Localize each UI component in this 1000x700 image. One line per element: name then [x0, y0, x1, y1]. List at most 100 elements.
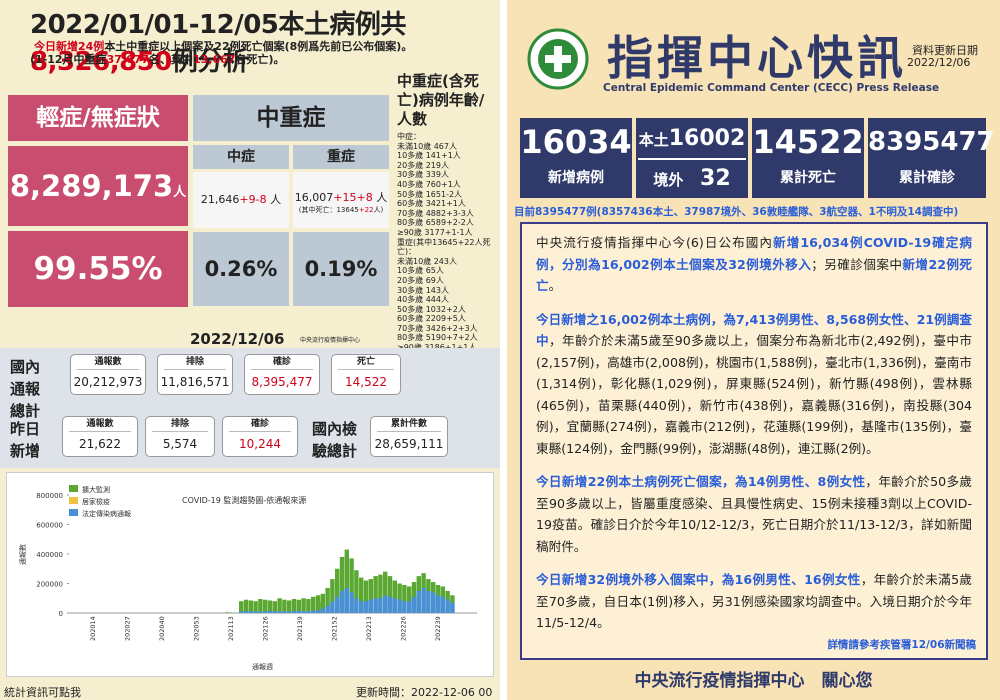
- x-tick-label: 202014: [89, 616, 97, 641]
- bar-expanded-surveillance: [239, 601, 244, 613]
- x-tick-label: 202027: [124, 616, 132, 641]
- mild-count: 8,289,173人: [8, 146, 188, 226]
- bar-expanded-surveillance: [407, 586, 412, 613]
- bar-notifiable-report: [263, 611, 268, 613]
- bar-expanded-surveillance: [368, 579, 373, 613]
- bar-notifiable-report: [359, 601, 364, 613]
- age-severe-title: 重症(其中13645+22人死亡)：: [397, 237, 491, 257]
- update-label: 資料更新日期: [912, 44, 978, 57]
- bar-notifiable-report: [258, 611, 263, 613]
- deaths-box: 14522 累計死亡: [752, 118, 864, 198]
- bar-expanded-surveillance: [330, 579, 335, 613]
- age-row: 70多歲 4882+3-3人: [397, 208, 474, 218]
- bar-early: [226, 611, 228, 613]
- age-severe-list: 未滿10歲 243人 10多歲 65人 20多歲 69人 30多歲 143人 40多歲 …: [397, 257, 497, 353]
- left-title: 2022/01/01-12/05本土病例共8,326,850例分析: [30, 10, 406, 77]
- bar-notifiable-report: [296, 610, 301, 613]
- bar-notifiable-report: [339, 590, 345, 613]
- bar-expanded-surveillance: [277, 598, 282, 613]
- bar-notifiable-report: [426, 590, 431, 613]
- bar-expanded-surveillance: [296, 599, 301, 613]
- bar-expanded-surveillance: [272, 601, 277, 613]
- bar-notifiable-report: [239, 611, 244, 613]
- y-tick-label: 0: [59, 610, 63, 618]
- age-row: 30多歲 339人: [397, 170, 449, 180]
- bar-notifiable-report: [306, 611, 311, 613]
- severe-header: 中重症: [193, 95, 389, 141]
- bar-expanded-surveillance: [258, 598, 263, 613]
- age-row: 20多歲 69人: [397, 275, 444, 285]
- domestic-total-label: 國內通報總計: [10, 358, 41, 420]
- legend-label: 居家檢疫: [82, 497, 110, 506]
- left-subtitle-2: (1-12月中重症37,677名、其中13,667名死亡)。: [30, 53, 285, 66]
- bar-expanded-surveillance: [335, 568, 340, 613]
- bar-notifiable-report: [349, 592, 354, 613]
- age-row: 80多歲 5190+7+2人: [397, 333, 478, 343]
- bar-notifiable-report: [301, 611, 306, 613]
- press-note[interactable]: 詳情請參考疾管署12/06新聞稿: [827, 639, 976, 651]
- bar-notifiable-report: [363, 601, 369, 613]
- press-body: 中央流行疫情指揮中心今(6)日公布國內新增16,034例COVID-19確定病例…: [520, 222, 988, 660]
- age-row: 20多歲 219人: [397, 160, 449, 170]
- bar-expanded-surveillance: [320, 593, 325, 613]
- age-row: 50多歲 1651-2人: [397, 189, 463, 199]
- yesterday-confirmed-box: 確診 10,244: [222, 416, 298, 457]
- bar-notifiable-report: [272, 611, 277, 613]
- bar-expanded-surveillance: [359, 577, 364, 613]
- bar-notifiable-report: [378, 598, 383, 613]
- bar-expanded-surveillance: [311, 596, 316, 613]
- bar-expanded-surveillance: [291, 598, 297, 613]
- age-row: 40多歲 760+1人: [397, 179, 461, 189]
- bar-notifiable-report: [315, 610, 321, 613]
- stats-panel: 國內通報總計 通報數 20,212,973 排除 11,816,571 確診 8,39…: [0, 348, 500, 468]
- bar-expanded-surveillance: [282, 599, 287, 613]
- x-tick-label: 202126: [262, 616, 270, 641]
- bar-expanded-surveillance: [339, 556, 345, 613]
- left-center-name: 中央流行疫情指揮中心: [300, 337, 361, 344]
- bar-notifiable-report: [411, 596, 417, 613]
- bar-notifiable-report: [450, 602, 455, 613]
- bar-expanded-surveillance: [383, 571, 388, 613]
- bar-notifiable-report: [282, 611, 287, 613]
- yesterday-label: 昨日新增: [10, 420, 41, 460]
- bar-early: [227, 612, 229, 613]
- age-row: 10多歲 65人: [397, 266, 444, 276]
- death-total-box: 死亡 14,522: [331, 354, 401, 395]
- test-total-box: 累計件數 28,659,111: [370, 416, 448, 457]
- yesterday-excluded-box: 排除 5,574: [145, 416, 215, 457]
- legend-label: 法定傳染病通報: [82, 509, 131, 518]
- y-tick-label: 200000: [36, 581, 63, 589]
- bar-expanded-surveillance: [402, 584, 407, 613]
- age-row: 未滿10歲 243人: [397, 256, 457, 266]
- bar-expanded-surveillance: [349, 558, 354, 613]
- paragraph-2: 今日新增之16,002例本土病例，為7,413例男性、8,568例女性、21例調…: [536, 311, 972, 456]
- bar-expanded-surveillance: [378, 574, 383, 613]
- bar-expanded-surveillance: [315, 595, 321, 613]
- moderate-count: 21,646+9-8 人: [193, 172, 289, 228]
- bar-notifiable-report: [291, 611, 297, 613]
- paragraph-3: 今日新增22例本土病例死亡個案，為14例男性、8例女性，年齡介於50多歲至90多…: [536, 474, 972, 554]
- bar-notifiable-report: [445, 599, 450, 613]
- mild-header: 輕症/無症狀: [8, 95, 188, 141]
- cecc-logo-icon: [527, 28, 589, 90]
- bar-expanded-surveillance: [248, 600, 253, 613]
- bar-notifiable-report: [416, 590, 421, 613]
- bar-notifiable-report: [325, 605, 330, 613]
- y-tick-label: 800000: [36, 492, 63, 500]
- legend-label: 擴大監測: [82, 485, 110, 494]
- update-time: 更新時間：2022-12-06 00: [356, 686, 493, 699]
- confirmed-total-box: 確診 8,395,477: [244, 354, 320, 395]
- bar-notifiable-report: [392, 598, 397, 613]
- surveillance-chart: COVID-19 監測趨勢圖-依通報來源 擴大監測 居家檢疫 法定傳染病通報 80000…: [6, 472, 494, 677]
- x-tick-label: 202040: [158, 616, 166, 641]
- x-tick-label: 202053: [193, 616, 201, 641]
- bar-expanded-surveillance: [363, 580, 369, 613]
- stats-link[interactable]: 統計資訊可點我: [4, 686, 81, 699]
- age-row: 70多歲 3426+2+3人: [397, 323, 478, 333]
- report-total-box: 通報數 20,212,973: [70, 354, 146, 395]
- age-moderate-title: 中症：: [397, 132, 421, 141]
- bar-expanded-surveillance: [354, 570, 359, 613]
- bar-notifiable-report: [267, 610, 273, 613]
- critical-count: 16,007+15+8 人 (其中死亡：13645+22人): [293, 172, 389, 228]
- bar-expanded-surveillance: [243, 599, 249, 613]
